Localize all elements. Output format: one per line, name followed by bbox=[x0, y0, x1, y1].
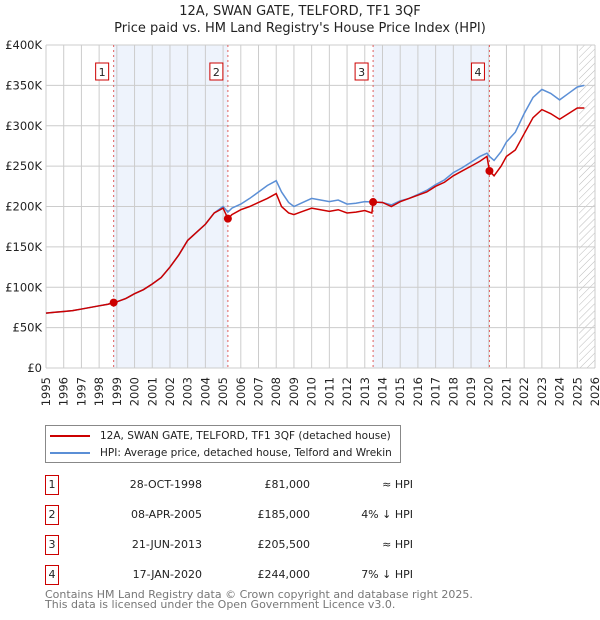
x-tick-label: 2021 bbox=[499, 377, 513, 406]
transaction-row: 4 17-JAN-2020 £244,000 7% ↓ HPI bbox=[45, 565, 413, 585]
x-tick-label: 2022 bbox=[517, 377, 531, 406]
marker-label: 2 bbox=[213, 66, 220, 79]
marker-label: 1 bbox=[99, 66, 106, 79]
chart-title: 12A, SWAN GATE, TELFORD, TF1 3QF bbox=[179, 4, 421, 19]
y-tick-label: £300K bbox=[5, 119, 42, 133]
x-tick-label: 2011 bbox=[322, 377, 336, 406]
x-tick-label: 1996 bbox=[57, 377, 71, 406]
sale-point bbox=[485, 166, 494, 175]
transaction-row: 2 08-APR-2005 £185,000 4% ↓ HPI bbox=[45, 505, 413, 525]
marker-box bbox=[209, 62, 224, 81]
y-tick-label: £400K bbox=[5, 38, 42, 52]
y-tick-label: £250K bbox=[5, 159, 42, 173]
x-tick-label: 2000 bbox=[128, 377, 142, 406]
y-tick-label: £0 bbox=[27, 361, 42, 375]
sale-point bbox=[109, 298, 118, 307]
x-tick-label: 2013 bbox=[358, 377, 372, 406]
transaction-price: £81,000 bbox=[264, 478, 311, 491]
transaction-price: £244,000 bbox=[257, 568, 311, 581]
y-tick-label: £200K bbox=[5, 200, 42, 214]
x-tick-label: 1999 bbox=[110, 377, 124, 406]
transaction-date: 17-JAN-2020 bbox=[132, 568, 202, 581]
transaction-number: 1 bbox=[45, 475, 59, 495]
x-tick-label: 2017 bbox=[429, 377, 443, 406]
transaction-number: 3 bbox=[45, 535, 59, 555]
footer-line1: Contains HM Land Registry data © Crown c… bbox=[45, 588, 473, 601]
y-tick-label: £350K bbox=[5, 78, 42, 92]
footer: Contains HM Land Registry data © Crown c… bbox=[45, 588, 473, 611]
transaction-number: 2 bbox=[45, 505, 59, 525]
legend-blue-label: HPI: Average price, detached house, Telf… bbox=[100, 447, 392, 459]
legend: 12A, SWAN GATE, TELFORD, TF1 3QF (detach… bbox=[45, 425, 401, 463]
x-tick-label: 2023 bbox=[535, 377, 549, 406]
x-tick-label: 2004 bbox=[198, 377, 212, 406]
x-tick-label: 1997 bbox=[74, 377, 88, 406]
price-chart: £0 £50K £100K £150K £200K £250K £300K £350K £400… bbox=[5, 38, 600, 406]
x-tick-label: 2018 bbox=[446, 377, 460, 406]
x-tick-label: 2008 bbox=[269, 377, 283, 406]
transaction-number: 4 bbox=[45, 565, 59, 585]
marker-box bbox=[470, 62, 485, 81]
x-tick-label: 2024 bbox=[553, 377, 567, 406]
legend-red-label: 12A, SWAN GATE, TELFORD, TF1 3QF (detach… bbox=[100, 430, 391, 442]
x-tick-label: 2014 bbox=[375, 377, 389, 406]
series-line bbox=[45, 107, 585, 314]
transaction-date: 28-OCT-1998 bbox=[129, 478, 202, 491]
sale-point bbox=[223, 214, 232, 223]
sale-point bbox=[369, 198, 378, 207]
marker-box bbox=[95, 62, 110, 81]
transaction-hpi: 4% ↓ HPI bbox=[361, 508, 413, 521]
marker-label: 4 bbox=[474, 66, 481, 79]
x-tick-label: 2001 bbox=[145, 377, 159, 406]
transaction-hpi: ≈ HPI bbox=[382, 538, 413, 551]
y-tick-label: £150K bbox=[5, 240, 42, 254]
x-tick-label: 2025 bbox=[570, 377, 584, 406]
x-tick-label: 2015 bbox=[393, 377, 407, 406]
x-tick-label: 2026 bbox=[588, 377, 600, 406]
x-tick-label: 2003 bbox=[181, 377, 195, 406]
transaction-price: £205,500 bbox=[257, 538, 311, 551]
transaction-date: 08-APR-2005 bbox=[130, 508, 202, 521]
marker-label: 3 bbox=[358, 66, 365, 79]
x-tick-label: 1998 bbox=[92, 377, 106, 406]
x-tick-label: 2006 bbox=[234, 377, 248, 406]
x-tick-label: 2012 bbox=[340, 377, 354, 406]
marker-box bbox=[354, 62, 369, 81]
footer-line2: This data is licensed under the Open Gov… bbox=[45, 598, 396, 611]
x-tick-label: 2007 bbox=[252, 377, 266, 406]
y-tick-label: £100K bbox=[5, 280, 42, 294]
legend-blue-line bbox=[50, 452, 90, 454]
x-tick-label: 2010 bbox=[305, 377, 319, 406]
x-tick-label: 2016 bbox=[411, 377, 425, 406]
transaction-price: £185,000 bbox=[257, 508, 311, 521]
x-tick-label: 2002 bbox=[163, 377, 177, 406]
transaction-row: 3 21-JUN-2013 £205,500 ≈ HPI bbox=[45, 535, 413, 555]
legend-red-line bbox=[50, 435, 90, 437]
transaction-hpi: 7% ↓ HPI bbox=[361, 568, 413, 581]
transaction-hpi: ≈ HPI bbox=[382, 478, 413, 491]
x-tick-label: 2019 bbox=[464, 377, 478, 406]
x-tick-label: 2009 bbox=[287, 377, 301, 406]
x-tick-label: 2020 bbox=[482, 377, 496, 406]
y-tick-label: £50K bbox=[13, 321, 43, 335]
transaction-row: 1 28-OCT-1998 £81,000 ≈ HPI bbox=[45, 475, 413, 495]
x-tick-label: 2005 bbox=[216, 377, 230, 406]
transaction-date: 21-JUN-2013 bbox=[131, 538, 202, 551]
chart-subtitle: Price paid vs. HM Land Registry's House … bbox=[114, 21, 486, 36]
x-tick-label: 1995 bbox=[39, 377, 53, 406]
